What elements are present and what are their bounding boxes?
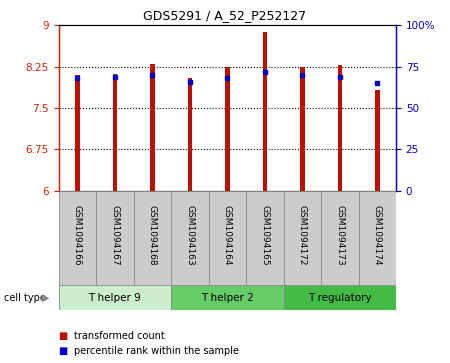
Text: GSM1094174: GSM1094174: [373, 205, 382, 265]
Bar: [359, 191, 396, 285]
Bar: [262, 32, 267, 191]
Text: T regulatory: T regulatory: [308, 293, 372, 303]
Text: GSM1094164: GSM1094164: [223, 205, 232, 265]
Bar: [171, 191, 208, 285]
Bar: [321, 191, 359, 285]
Bar: [246, 191, 284, 285]
Bar: [58, 285, 171, 310]
Bar: [375, 90, 379, 191]
Bar: [171, 285, 284, 310]
Text: GSM1094163: GSM1094163: [185, 205, 194, 265]
Text: GDS5291 / A_52_P252127: GDS5291 / A_52_P252127: [144, 9, 306, 22]
Text: percentile rank within the sample: percentile rank within the sample: [74, 346, 239, 356]
Text: T helper 9: T helper 9: [88, 293, 141, 303]
Text: GSM1094168: GSM1094168: [148, 205, 157, 265]
Text: GSM1094167: GSM1094167: [110, 205, 119, 265]
Text: transformed count: transformed count: [74, 331, 165, 341]
Text: ▶: ▶: [42, 293, 50, 303]
Bar: [58, 191, 96, 285]
Text: ■: ■: [58, 346, 68, 356]
Bar: [188, 78, 192, 191]
Bar: [112, 74, 117, 191]
Text: GSM1094173: GSM1094173: [335, 205, 344, 265]
Bar: [338, 65, 342, 191]
Bar: [96, 191, 134, 285]
Bar: [300, 67, 305, 191]
Text: GSM1094172: GSM1094172: [298, 205, 307, 265]
Bar: [134, 191, 171, 285]
Bar: [225, 67, 230, 191]
Text: cell type: cell type: [4, 293, 46, 303]
Bar: [150, 64, 154, 191]
Bar: [208, 191, 246, 285]
Text: GSM1094165: GSM1094165: [260, 205, 269, 265]
Bar: [75, 75, 80, 191]
Bar: [284, 191, 321, 285]
Text: ■: ■: [58, 331, 68, 341]
Bar: [284, 285, 396, 310]
Text: GSM1094166: GSM1094166: [73, 205, 82, 265]
Text: T helper 2: T helper 2: [201, 293, 254, 303]
